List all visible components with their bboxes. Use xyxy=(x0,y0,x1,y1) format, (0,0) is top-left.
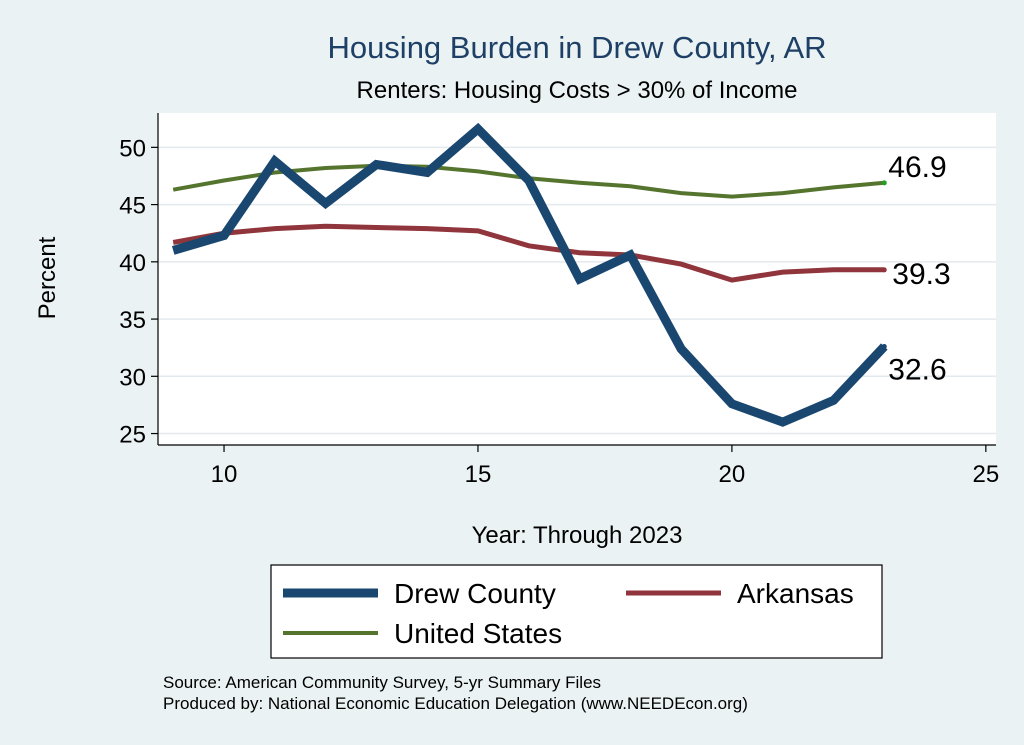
y-axis-label: Percent xyxy=(34,236,61,319)
end-point-united-states xyxy=(881,180,887,186)
chart-title: Housing Burden in Drew County, AR xyxy=(327,30,826,65)
series-line-drew-county xyxy=(171,122,888,427)
end-label-united-states: 46.9 xyxy=(888,151,946,184)
axes: 25 30 35 40 45 50 10 15 20 25 xyxy=(119,113,999,488)
gridlines xyxy=(158,146,996,435)
legend-box xyxy=(270,564,883,659)
x-tick-label: 15 xyxy=(465,461,492,488)
x-tick-label: 10 xyxy=(211,461,238,488)
legend: Drew County Arkansas United States xyxy=(270,564,883,659)
chart-subtitle: Renters: Housing Costs > 30% of Income xyxy=(357,77,798,104)
end-labels: 32.6 39.3 46.9 xyxy=(888,151,950,387)
x-tick-label: 25 xyxy=(972,461,999,488)
source-note: Source: American Community Survey, 5-yr … xyxy=(163,673,601,692)
y-tick-label: 25 xyxy=(119,422,146,449)
x-axis-label: Year: Through 2023 xyxy=(472,522,683,549)
legend-label-drew-county: Drew County xyxy=(394,578,556,609)
x-tick-label: 20 xyxy=(719,461,746,488)
legend-label-arkansas: Arkansas xyxy=(737,578,854,609)
end-label-arkansas: 39.3 xyxy=(892,258,950,291)
end-label-drew-county: 32.6 xyxy=(888,354,946,387)
series-line-arkansas xyxy=(172,223,885,283)
y-tick-label: 40 xyxy=(119,250,146,277)
series-group xyxy=(171,122,888,427)
y-tick-label: 50 xyxy=(119,135,146,162)
y-tick-label: 35 xyxy=(119,307,146,334)
end-point-drew-county xyxy=(881,344,887,350)
legend-label-united-states: United States xyxy=(394,618,562,649)
y-tick-label: 45 xyxy=(119,193,146,220)
end-point-arkansas xyxy=(881,267,887,273)
y-tick-label: 30 xyxy=(119,364,146,391)
produced-note: Produced by: National Economic Education… xyxy=(163,694,748,713)
